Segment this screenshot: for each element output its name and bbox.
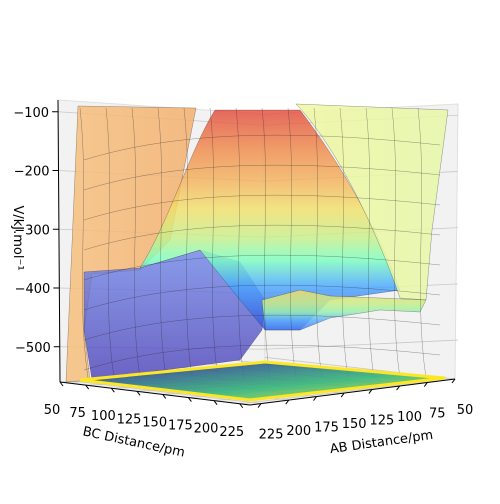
x-tick-label: 100 (91, 409, 116, 424)
x-ticks: 50 75 100 125 150 175 200 225 (44, 381, 244, 440)
z-tick-label: −200 (14, 165, 50, 180)
y-tick-mark (451, 378, 456, 384)
potential-surface (65, 103, 449, 383)
y-tick-label: 225 (259, 428, 284, 443)
z-tick-label: −100 (13, 106, 49, 121)
mesh-line (235, 107, 245, 379)
y-tick-label: 50 (457, 403, 474, 418)
z-tick-label: −400 (15, 282, 51, 297)
x-tick-mark (213, 400, 218, 405)
y-grid-line (71, 380, 262, 404)
x-axis-line (59, 381, 251, 406)
mesh-line (391, 107, 401, 379)
mesh-line (365, 107, 375, 379)
x-tick-label: 225 (219, 425, 244, 440)
z-ticks: −100 −200 −300 −400 −500 (13, 106, 60, 356)
contour-floor-edge (79, 360, 446, 402)
z-grid-line (263, 339, 459, 350)
mesh-line (261, 107, 271, 379)
y-tick-label: 75 (429, 407, 446, 422)
y-tick-mark (368, 389, 373, 394)
mesh-line (79, 107, 89, 379)
y-tick-label: 175 (314, 421, 339, 436)
x-tick-mark (187, 397, 192, 402)
y-tick-label: 125 (369, 414, 394, 429)
mesh-line (339, 107, 349, 379)
x-tick-label: 175 (168, 419, 193, 434)
y-tick-mark (257, 403, 262, 408)
x-tick-label: 125 (117, 412, 142, 427)
mesh-line (209, 107, 219, 379)
y-tick-label: 150 (342, 417, 367, 432)
surface-right-valley (261, 289, 427, 331)
mesh-line (83, 344, 441, 371)
y-tick-mark (423, 382, 428, 387)
y-axis-line (249, 378, 456, 406)
x-tick-label: 200 (194, 422, 219, 437)
mesh-line (287, 107, 297, 379)
mesh-line (83, 254, 441, 281)
mesh-line (83, 134, 441, 161)
x-tick-mark (110, 387, 115, 393)
mesh-line (131, 107, 141, 379)
axes-lines (57, 99, 456, 406)
mesh-line (83, 194, 441, 221)
x-tick-mark (162, 394, 167, 399)
surface-mesh (79, 107, 441, 379)
y-tick-mark (285, 399, 290, 405)
mesh-line (183, 107, 193, 379)
y-tick-mark (396, 385, 400, 391)
z-tick-label: −300 (14, 223, 50, 238)
x-tick-mark (85, 384, 90, 390)
y-tick-mark (340, 392, 345, 398)
x-tick-mark (59, 381, 64, 387)
y-ticks: 225 200 175 150 125 100 75 50 (257, 378, 474, 443)
x-tick-label: 50 (44, 403, 61, 418)
mesh-line (105, 107, 115, 379)
y-tick-label: 200 (286, 424, 311, 439)
y-axis-label: AB Distance/pm (329, 428, 434, 457)
contour-floor (79, 360, 446, 402)
x-tick-label: 75 (69, 406, 86, 421)
mesh-line (83, 224, 441, 251)
mesh-line (83, 284, 441, 311)
surface-right-wall (295, 103, 449, 301)
z-axis-label: V/kJ.mol⁻¹ (10, 205, 25, 270)
z-axis-line (57, 99, 61, 383)
mesh-line (83, 314, 441, 341)
mesh-line (313, 107, 323, 379)
y-tick-mark (313, 396, 317, 401)
mesh-line (83, 164, 441, 191)
z-tick-label: −500 (15, 341, 51, 356)
y-tick-label: 100 (397, 410, 422, 425)
x-tick-mark (136, 391, 141, 396)
x-tick-label: 150 (142, 415, 167, 430)
x-tick-mark (239, 403, 244, 409)
